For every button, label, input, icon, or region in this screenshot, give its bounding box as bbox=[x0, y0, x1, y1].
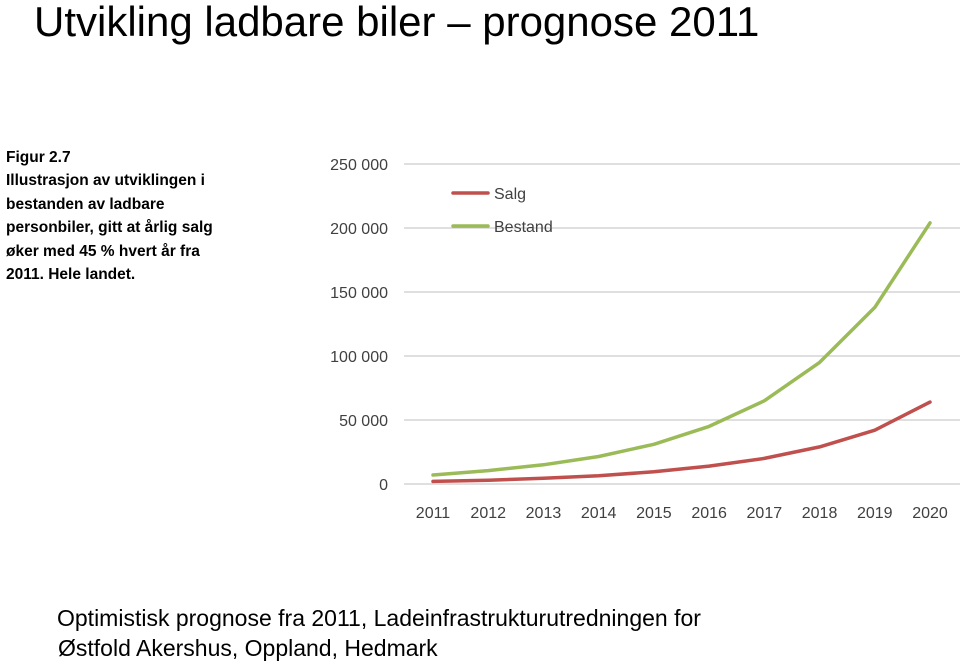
series-line-bestand bbox=[431, 221, 932, 477]
x-tick-label: 2011 bbox=[416, 505, 451, 522]
series-line-salg bbox=[431, 400, 932, 484]
x-tick-label: 2015 bbox=[636, 505, 672, 522]
x-tick-label: 2019 bbox=[857, 505, 893, 522]
x-tick-label: 2018 bbox=[802, 505, 838, 522]
line-chart: 0 50 000 100 000 150 000 200 000 250 000 2011 2… bbox=[330, 157, 960, 522]
x-tick-label: 2020 bbox=[912, 505, 948, 522]
caption-line: Illustrasjon av utviklingen i bbox=[6, 172, 205, 190]
x-tick-label: 2012 bbox=[470, 505, 506, 522]
x-tick-label: 2017 bbox=[747, 505, 783, 522]
y-tick-label: 200 000 bbox=[330, 221, 388, 238]
legend-label: Salg bbox=[494, 186, 526, 203]
y-tick-label: 250 000 bbox=[330, 157, 388, 174]
source-note-line: Østfold Akershus, Oppland, Hedmark bbox=[58, 635, 438, 661]
caption-line: øker med 45 % hvert år fra bbox=[6, 242, 200, 260]
y-tick-label: 0 bbox=[379, 477, 388, 494]
source-note-line: Optimistisk prognose fra 2011, Ladeinfra… bbox=[57, 605, 701, 631]
figure-caption: Figur 2.7 Illustrasjon av utviklingen i … bbox=[6, 146, 231, 286]
caption-line: 2011. Hele landet. bbox=[6, 266, 136, 284]
caption-line: bestanden av ladbare bbox=[6, 195, 165, 213]
caption-line: Figur 2.7 bbox=[6, 149, 71, 166]
slide-title: Utvikling ladbare biler – prognose 2011 bbox=[34, 0, 760, 45]
x-tick-label: 2014 bbox=[581, 505, 617, 522]
legend-label: Bestand bbox=[494, 219, 553, 236]
y-tick-label: 50 000 bbox=[339, 413, 388, 430]
y-tick-label: 100 000 bbox=[330, 349, 388, 366]
x-tick-label: 2016 bbox=[691, 505, 727, 522]
source-note: Optimistisk prognose fra 2011, Ladeinfra… bbox=[57, 603, 701, 663]
y-tick-label: 150 000 bbox=[330, 285, 388, 302]
caption-line: personbiler, gitt at årlig salg bbox=[6, 219, 213, 237]
x-tick-label: 2013 bbox=[526, 505, 562, 522]
